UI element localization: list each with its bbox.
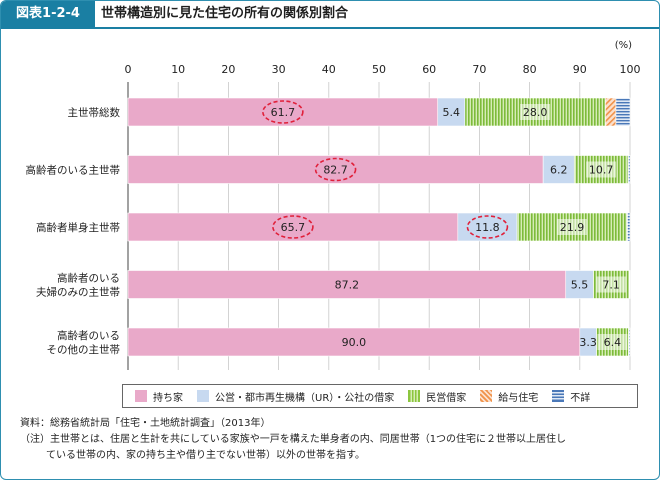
data-label: 65.7 bbox=[281, 221, 306, 234]
data-label: 11.8 bbox=[475, 221, 500, 234]
data-label: 3.3 bbox=[579, 336, 597, 349]
data-label: 6.2 bbox=[550, 164, 568, 177]
definition-note: （注） 主世帯とは、住居と生計を共にしている家族や一戸を構えた単身者の内、同居世… bbox=[20, 432, 650, 448]
x-tick-label: 70 bbox=[472, 63, 486, 76]
x-tick-label: 100 bbox=[620, 63, 641, 76]
category-label: 高齢者単身主世帯 bbox=[36, 221, 120, 234]
x-tick-label: 20 bbox=[221, 63, 235, 76]
data-label: 87.2 bbox=[335, 279, 360, 292]
figure-title: 世帯構造別に見た住宅の所有の関係別割合 bbox=[101, 6, 349, 21]
category-label: 高齢者のいる主世帯 bbox=[26, 164, 121, 177]
category-label: 高齢者のいる bbox=[57, 272, 120, 285]
data-label: 82.7 bbox=[323, 164, 348, 177]
legend-label: 民営借家 bbox=[426, 392, 467, 404]
data-label-bg bbox=[586, 161, 617, 178]
data-label-bg bbox=[520, 104, 551, 120]
legend-label: 不詳 bbox=[570, 392, 591, 404]
bar-segment bbox=[437, 97, 466, 127]
x-tick-label: 50 bbox=[372, 63, 386, 76]
data-label: 10.7 bbox=[589, 164, 614, 177]
data-label: 5.5 bbox=[571, 279, 589, 292]
source-note: 資料： 総務省統計局「住宅・土地統計調査」（2013年） bbox=[20, 416, 650, 432]
data-label: 7.1 bbox=[602, 279, 620, 292]
x-tick-label: 40 bbox=[322, 63, 336, 76]
note-label: （注） bbox=[20, 434, 50, 445]
legend-item: 給与住宅 bbox=[480, 389, 538, 404]
legend-label: 持ち家 bbox=[153, 392, 183, 404]
figure-number: 図表1-2-4 bbox=[1, 1, 95, 27]
legend-swatch bbox=[480, 390, 493, 402]
data-label-bg bbox=[596, 276, 627, 293]
unit-label: (%) bbox=[615, 40, 632, 51]
data-label: 6.4 bbox=[604, 336, 622, 349]
note-text-line2: ている世帯の内、家の持ち主や借り主でない世帯）以外の世帯を指す。 bbox=[46, 450, 365, 461]
x-tick-label: 90 bbox=[573, 63, 587, 76]
data-label-bg bbox=[557, 219, 588, 235]
legend-swatch bbox=[408, 390, 421, 402]
x-tick-label: 0 bbox=[125, 63, 132, 76]
data-label-bg bbox=[597, 334, 628, 350]
highlight-circle bbox=[466, 215, 509, 239]
legend-label: 給与住宅 bbox=[498, 392, 539, 404]
stacked-bar-chart: (%) 0 10 20 30 40 50 60 70 80 90 100 主世帯総数 61.7 5.4 28.… bbox=[26, 40, 641, 370]
bar-segment bbox=[127, 155, 544, 184]
category-label: 高齢者のいる bbox=[57, 329, 120, 342]
category-label: 主世帯総数 bbox=[68, 106, 121, 119]
legend-item: 持ち家 bbox=[135, 389, 183, 404]
x-tick-label: 80 bbox=[523, 63, 537, 76]
data-label: 90.0 bbox=[342, 336, 367, 349]
chart-legend: 持ち家 公営・都市再生機構（UR）・公社の借家 民営借家 給与住宅 不詳 bbox=[122, 384, 638, 408]
x-tick-label: 30 bbox=[272, 63, 286, 76]
bar-segment bbox=[628, 327, 631, 357]
x-tick-label: 60 bbox=[422, 63, 436, 76]
category-label: 夫婦のみの主世帯 bbox=[36, 286, 120, 299]
data-label: 28.0 bbox=[523, 106, 548, 119]
x-tick-label: 10 bbox=[171, 63, 185, 76]
figure-header: 図表1-2-4 世帯構造別に見た住宅の所有の関係別割合 bbox=[1, 1, 659, 27]
figure-notes: 資料： 総務省統計局「住宅・土地統計調査」（2013年） （注） 主世帯とは、住… bbox=[20, 416, 650, 464]
legend-swatch bbox=[197, 390, 209, 402]
data-label: 61.7 bbox=[271, 106, 296, 119]
bar-segment bbox=[605, 97, 617, 127]
bar-segment bbox=[127, 327, 581, 357]
legend-item: 公営・都市再生機構（UR）・公社の借家 bbox=[197, 389, 394, 404]
bar-segment bbox=[629, 270, 631, 299]
highlight-circle bbox=[272, 215, 314, 239]
legend-item: 不詳 bbox=[552, 389, 590, 404]
bar-segment bbox=[127, 212, 459, 242]
bar-segment bbox=[127, 97, 439, 127]
bar-segment bbox=[627, 212, 631, 242]
highlight-circle bbox=[262, 100, 304, 124]
legend-swatch bbox=[552, 390, 565, 402]
category-label: その他の主世帯 bbox=[47, 343, 121, 356]
bar-segment bbox=[615, 97, 631, 127]
legend-label: 公営・都市再生機構（UR）・公社の借家 bbox=[215, 392, 395, 404]
legend-item: 民営借家 bbox=[408, 389, 466, 404]
bar-segment bbox=[628, 155, 631, 184]
source-text: 総務省統計局「住宅・土地統計調査」（2013年） bbox=[50, 418, 271, 429]
legend-swatch bbox=[135, 390, 147, 402]
title-divider bbox=[1, 27, 659, 29]
source-label: 資料： bbox=[20, 418, 50, 429]
data-label: 21.9 bbox=[560, 221, 585, 234]
highlight-circle bbox=[314, 157, 357, 182]
note-text-line1: 主世帯とは、住居と生計を共にしている家族や一戸を構えた単身者の内、同居世帯（1つ… bbox=[50, 434, 567, 445]
data-label: 5.4 bbox=[443, 106, 461, 119]
